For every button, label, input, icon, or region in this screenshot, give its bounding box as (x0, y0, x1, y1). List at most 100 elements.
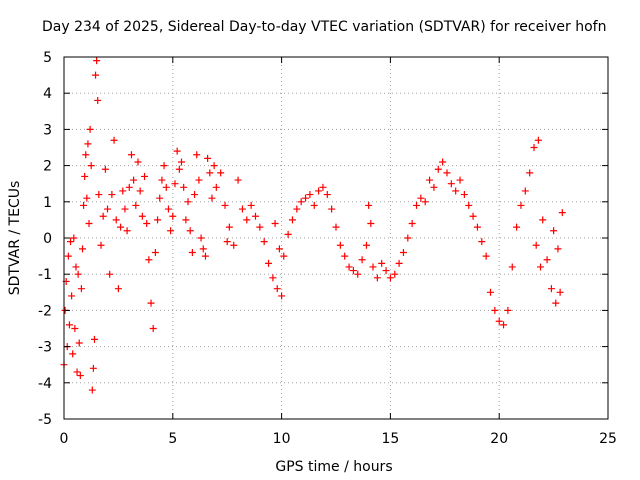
data-point (186, 227, 194, 235)
data-point (114, 285, 122, 293)
data-point (191, 191, 199, 199)
data-point (269, 274, 277, 282)
data-point (123, 227, 131, 235)
data-point (341, 252, 349, 260)
data-point (72, 263, 80, 271)
data-point (201, 252, 209, 260)
data-point (143, 220, 151, 228)
data-points (60, 57, 566, 394)
data-point (234, 176, 242, 184)
x-tick-label: 20 (490, 431, 508, 447)
data-point (73, 368, 81, 376)
data-point (365, 201, 373, 209)
y-tick-label: -3 (38, 340, 52, 356)
data-point (182, 216, 190, 224)
data-point (164, 205, 172, 213)
data-point (243, 216, 251, 224)
data-point (158, 176, 166, 184)
data-point (378, 259, 386, 267)
data-point (178, 158, 186, 166)
data-point (221, 201, 229, 209)
y-tick-label: 2 (43, 159, 52, 175)
data-point (247, 201, 255, 209)
data-point (99, 212, 107, 220)
x-tick-label: 0 (60, 431, 69, 447)
data-point (97, 241, 105, 249)
data-point (184, 198, 192, 206)
data-point (537, 263, 545, 271)
data-point (373, 274, 381, 282)
data-point (443, 169, 451, 177)
data-point (175, 165, 183, 173)
data-point (117, 223, 125, 231)
data-point (288, 216, 296, 224)
data-point (138, 212, 146, 220)
data-point (275, 245, 283, 253)
data-point (413, 201, 421, 209)
data-point (478, 238, 486, 246)
data-point (552, 299, 560, 307)
x-tick-label: 25 (599, 431, 617, 447)
data-point (554, 245, 562, 253)
data-point (271, 220, 279, 228)
data-point (460, 191, 468, 199)
data-point (473, 223, 481, 231)
data-point (539, 216, 547, 224)
data-point (452, 187, 460, 195)
data-point (513, 223, 521, 231)
data-point (147, 299, 155, 307)
data-point (504, 306, 512, 314)
data-point (217, 169, 225, 177)
data-point (149, 325, 157, 332)
data-point (280, 252, 288, 260)
data-point (482, 252, 490, 260)
data-point (278, 292, 286, 300)
data-point (75, 339, 83, 347)
data-point (486, 288, 494, 296)
data-point (180, 183, 188, 191)
data-point (136, 187, 144, 195)
data-point (69, 350, 77, 358)
data-point (532, 241, 540, 249)
data-point (517, 201, 525, 209)
data-point (328, 205, 336, 213)
data-point (71, 325, 79, 332)
grid-lines (64, 57, 608, 419)
data-point (319, 183, 327, 191)
x-axis-label: GPS time / hours (275, 459, 392, 475)
data-point (426, 176, 434, 184)
data-point (212, 183, 220, 191)
x-tick-label: 10 (273, 431, 291, 447)
data-point (82, 151, 90, 159)
data-point (204, 154, 212, 162)
data-point (556, 288, 564, 296)
data-point (230, 241, 238, 249)
data-point (197, 234, 205, 242)
data-point (430, 183, 438, 191)
data-point (65, 321, 73, 329)
data-point (106, 270, 114, 278)
data-point (408, 220, 416, 228)
x-tick-label: 5 (168, 431, 177, 447)
data-point (469, 212, 477, 220)
data-point (225, 223, 233, 231)
data-point (70, 234, 78, 242)
data-point (399, 248, 407, 256)
data-point (119, 187, 127, 195)
data-point (64, 252, 72, 260)
y-tick-label: -2 (38, 303, 52, 319)
data-point (369, 263, 377, 271)
data-point (395, 259, 403, 267)
data-point (336, 241, 344, 249)
data-point (95, 191, 103, 199)
data-point (439, 158, 447, 166)
data-point (358, 256, 366, 264)
data-point (447, 180, 455, 188)
data-point (265, 259, 273, 267)
data-point (315, 187, 323, 195)
data-point (391, 270, 399, 278)
data-point (132, 201, 140, 209)
data-point (260, 238, 268, 246)
data-point (323, 191, 331, 199)
data-point (154, 216, 162, 224)
